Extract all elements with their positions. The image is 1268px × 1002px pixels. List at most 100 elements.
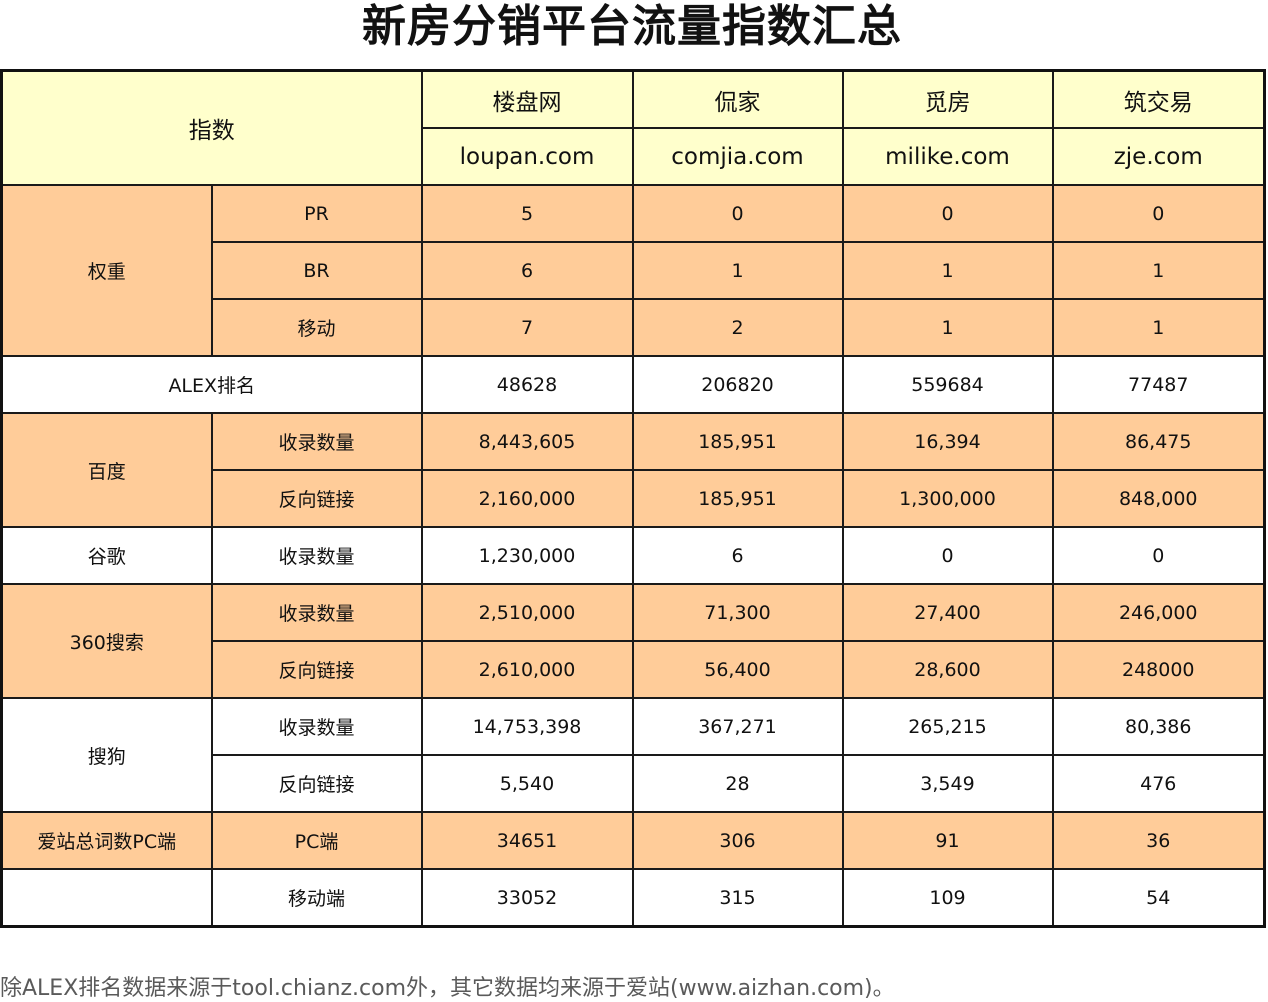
value-cell: 91 <box>841 811 1054 870</box>
platform-domain-cell: milike.com <box>841 127 1054 186</box>
value-cell: 48628 <box>420 355 634 414</box>
table-row: 谷歌 收录数量 1,230,000 6 0 0 <box>0 526 1266 585</box>
value-cell: 56,400 <box>631 640 844 699</box>
value-cell: 1 <box>631 241 844 300</box>
value-cell: 27,400 <box>841 583 1054 642</box>
value-cell: 6 <box>420 241 634 300</box>
value-cell: 0 <box>841 526 1054 585</box>
value-cell: 306 <box>631 811 844 870</box>
index-header-cell: 指数 <box>0 69 423 186</box>
value-cell: 36 <box>1051 811 1266 870</box>
table-row: 百度 收录数量 8,443,605 185,951 16,394 86,475 <box>0 412 1266 528</box>
value-cell: 265,215 <box>841 697 1054 756</box>
value-cell: 0 <box>631 184 844 243</box>
value-cell: 1 <box>1051 298 1266 357</box>
value-cell: 16,394 <box>841 412 1054 471</box>
page-title: 新房分销平台流量指数汇总 <box>362 1 902 52</box>
value-cell: 1 <box>841 241 1054 300</box>
traffic-index-table-wrapper: 指数 楼盘网 侃家 觅房 筑交易 loupan.com comjia.com m… <box>0 69 1266 928</box>
platform-name-cell: 侃家 <box>631 69 844 129</box>
metric-label: BR <box>210 241 423 300</box>
value-cell: 1,300,000 <box>841 469 1054 528</box>
value-cell: 0 <box>1051 184 1266 243</box>
value-cell: 246,000 <box>1051 583 1266 642</box>
table-row: 反向链接 2,610,000 56,400 28,600 248000 <box>2 640 1266 699</box>
value-cell: 2,160,000 <box>420 469 634 528</box>
group-label-google: 谷歌 <box>0 526 213 585</box>
value-cell: 109 <box>841 868 1054 928</box>
value-cell: 2,510,000 <box>420 583 634 642</box>
table-row: BR 6 1 1 1 <box>2 241 1266 300</box>
empty-group-cell <box>0 868 213 928</box>
value-cell: 86,475 <box>1051 412 1266 471</box>
table-row: 移动 7 2 1 1 <box>2 298 1266 357</box>
value-cell: 28 <box>631 754 844 813</box>
value-cell: 71,300 <box>631 583 844 642</box>
table-row: 反向链接 5,540 28 3,549 476 <box>2 754 1266 813</box>
value-cell: 476 <box>1051 754 1266 813</box>
platform-domain-cell: loupan.com <box>420 127 634 186</box>
metric-label: 收录数量 <box>210 526 423 585</box>
value-cell: 206820 <box>631 355 844 414</box>
metric-label: 反向链接 <box>210 469 423 528</box>
group-label-aizhan: 爱站总词数PC端 <box>0 811 213 870</box>
value-cell: 315 <box>631 868 844 928</box>
header-row-domains: loupan.com comjia.com milike.com zje.com <box>2 127 1266 186</box>
table-row: 360搜索 收录数量 2,510,000 71,300 27,400 246,0… <box>0 583 1266 699</box>
value-cell: 80,386 <box>1051 697 1266 756</box>
table-row: 爱站总词数PC端 PC端 34651 306 91 36 <box>0 811 1266 870</box>
value-cell: 77487 <box>1051 355 1266 414</box>
table-row: 权重 PR 5 0 0 0 <box>0 184 1266 357</box>
value-cell: 248000 <box>1051 640 1266 699</box>
group-label-alexa: ALEX排名 <box>0 355 423 414</box>
metric-label: 收录数量 <box>210 583 423 642</box>
group-label-360: 360搜索 <box>0 583 213 699</box>
value-cell: 1 <box>841 298 1054 357</box>
value-cell: 34651 <box>420 811 634 870</box>
value-cell: 7 <box>420 298 634 357</box>
platform-domain-cell: comjia.com <box>631 127 844 186</box>
value-cell: 5,540 <box>420 754 634 813</box>
value-cell: 367,271 <box>631 697 844 756</box>
value-cell: 8,443,605 <box>420 412 634 471</box>
platform-name-cell: 筑交易 <box>1051 69 1266 129</box>
value-cell: 6 <box>631 526 844 585</box>
value-cell: 33052 <box>420 868 634 928</box>
group-label-baidu: 百度 <box>0 412 213 528</box>
source-footnote: 除ALEX排名数据来源于tool.chianz.com外，其它数据均来源于爱站(… <box>0 976 895 1001</box>
metric-label: 反向链接 <box>210 640 423 699</box>
group-label-sogou: 搜狗 <box>0 697 213 813</box>
value-cell: 0 <box>1051 526 1266 585</box>
value-cell: 185,951 <box>631 469 844 528</box>
metric-label: 移动端 <box>210 868 423 928</box>
table-row: 搜狗 收录数量 14,753,398 367,271 265,215 80,38… <box>0 697 1266 813</box>
traffic-index-table: 指数 楼盘网 侃家 觅房 筑交易 loupan.com comjia.com m… <box>0 69 1266 928</box>
metric-label: 收录数量 <box>210 697 423 756</box>
value-cell: 848,000 <box>1051 469 1266 528</box>
platform-name-cell: 楼盘网 <box>420 69 634 129</box>
metric-label: 收录数量 <box>210 412 423 471</box>
table-row: 移动端 33052 315 109 54 <box>0 868 1266 928</box>
header-row-names: 指数 楼盘网 侃家 觅房 筑交易 <box>0 69 1266 186</box>
platform-name-cell: 觅房 <box>841 69 1054 129</box>
value-cell: 2,610,000 <box>420 640 634 699</box>
value-cell: 14,753,398 <box>420 697 634 756</box>
metric-label: 移动 <box>210 298 423 357</box>
value-cell: 54 <box>1051 868 1266 928</box>
group-label-weight: 权重 <box>0 184 213 357</box>
value-cell: 0 <box>841 184 1054 243</box>
table-row: ALEX排名 48628 206820 559684 77487 <box>0 355 1266 414</box>
metric-label: PR <box>210 184 423 243</box>
value-cell: 2 <box>631 298 844 357</box>
value-cell: 559684 <box>841 355 1054 414</box>
platform-domain-cell: zje.com <box>1051 127 1266 186</box>
metric-label: PC端 <box>210 811 423 870</box>
metric-label: 反向链接 <box>210 754 423 813</box>
value-cell: 28,600 <box>841 640 1054 699</box>
value-cell: 1,230,000 <box>420 526 634 585</box>
table-row: 反向链接 2,160,000 185,951 1,300,000 848,000 <box>2 469 1266 528</box>
value-cell: 1 <box>1051 241 1266 300</box>
value-cell: 185,951 <box>631 412 844 471</box>
value-cell: 3,549 <box>841 754 1054 813</box>
value-cell: 5 <box>420 184 634 243</box>
